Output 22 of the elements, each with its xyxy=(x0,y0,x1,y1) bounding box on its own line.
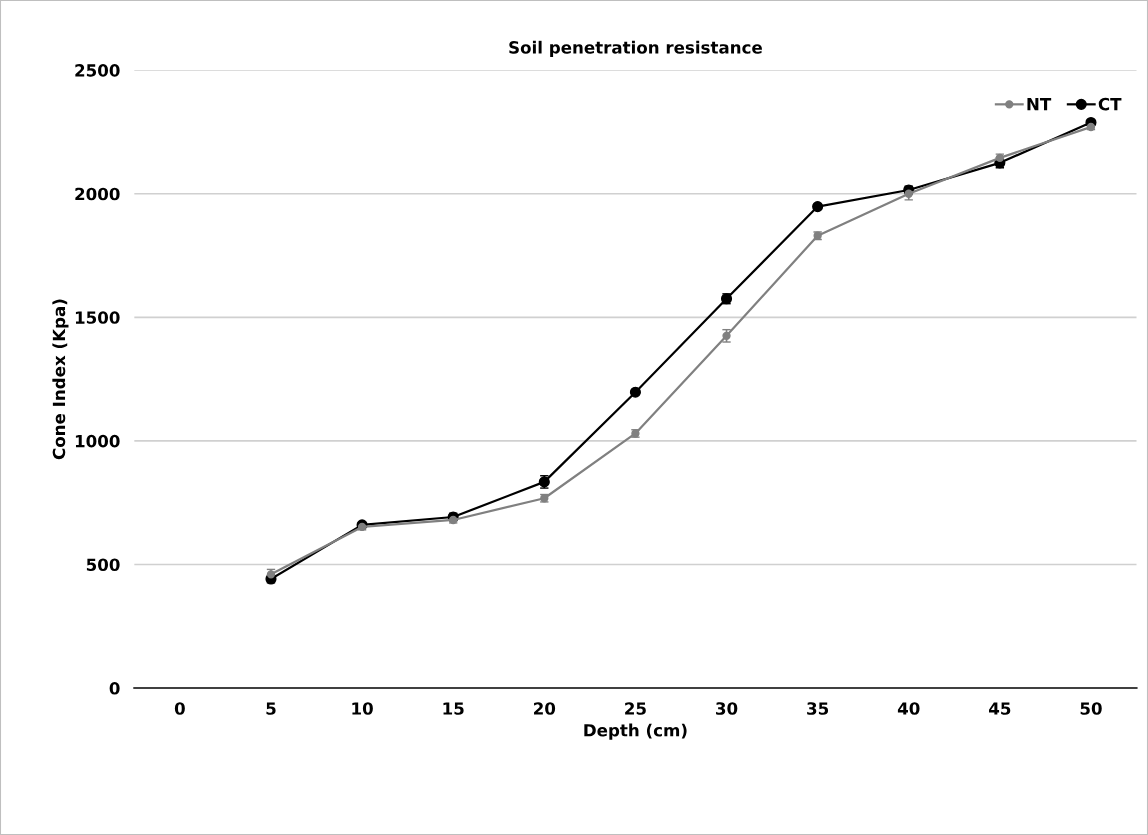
x-tick-label: 30 xyxy=(716,702,738,715)
x-tick-label: 45 xyxy=(989,702,1011,715)
y-tick-label: 1500 xyxy=(75,311,120,324)
y-tick-label: 2000 xyxy=(75,187,120,201)
x-tick-label: 5 xyxy=(266,702,276,715)
x-axis-title: Depth (cm) xyxy=(584,723,687,740)
x-tick-label: 25 xyxy=(625,702,646,715)
x-tick-label: 15 xyxy=(443,702,464,715)
y-tick-label: 500 xyxy=(86,558,120,572)
x-tick-label: 10 xyxy=(352,702,373,715)
y-tick-label: 1000 xyxy=(75,434,120,448)
x-tick-label: 35 xyxy=(807,702,829,715)
x-tick-label: 50 xyxy=(1080,702,1102,715)
x-tick-label: 20 xyxy=(534,702,556,715)
y-tick-label: 0 xyxy=(109,682,120,695)
x-tick-label: 0 xyxy=(174,702,185,715)
legend-label: CT xyxy=(1098,97,1122,111)
x-tick-label: 40 xyxy=(897,702,920,715)
y-tick-label: 2500 xyxy=(75,64,120,77)
y-axis-title: Cone Index (Kpa) xyxy=(52,299,69,460)
chart-title: Soil penetration resistance xyxy=(509,40,762,57)
legend-label: NT xyxy=(1027,98,1052,111)
